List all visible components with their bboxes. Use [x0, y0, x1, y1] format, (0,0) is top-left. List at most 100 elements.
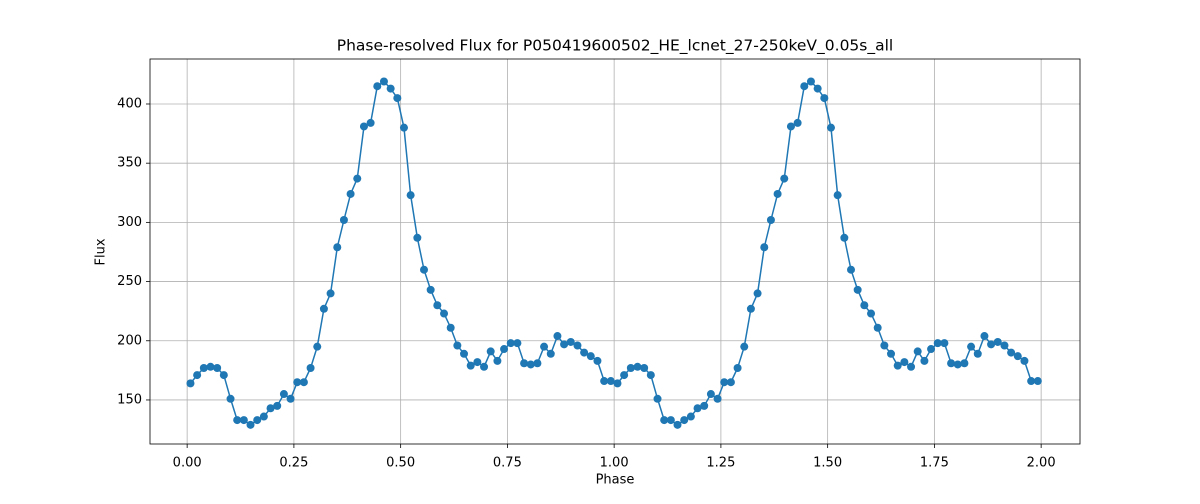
data-point: [993, 337, 1002, 346]
x-tick-label: 2.00: [1027, 456, 1056, 471]
data-point: [680, 416, 689, 425]
data-point: [219, 371, 228, 380]
data-point: [1000, 341, 1009, 350]
data-point: [593, 356, 602, 365]
data-point: [339, 216, 348, 225]
x-tick-label: 0.25: [279, 456, 308, 471]
data-point: [867, 309, 876, 318]
data-point: [773, 189, 782, 198]
data-point: [1033, 377, 1042, 386]
data-point: [293, 378, 302, 387]
data-point: [673, 420, 682, 429]
data-point: [433, 301, 442, 310]
data-point: [620, 371, 629, 380]
data-point: [973, 349, 982, 358]
data-point: [940, 339, 949, 348]
data-point: [233, 416, 242, 425]
y-tick-label: 200: [117, 333, 142, 348]
data-point: [393, 94, 402, 103]
data-point: [453, 341, 462, 350]
data-point: [893, 361, 902, 370]
data-point: [907, 362, 916, 371]
data-point: [987, 340, 996, 349]
data-point: [313, 342, 322, 351]
data-point: [793, 118, 802, 127]
data-point: [933, 339, 942, 348]
x-tick-label: 0.50: [386, 456, 415, 471]
y-axis-label: Flux: [94, 238, 109, 265]
data-point: [446, 323, 455, 332]
data-point: [526, 360, 535, 369]
data-point: [600, 377, 609, 386]
data-point: [413, 233, 422, 242]
data-point: [967, 342, 976, 351]
data-point: [460, 349, 469, 358]
data-point: [266, 404, 275, 413]
data-point: [506, 339, 515, 348]
chart-title: Phase-resolved Flux for P050419600502_HE…: [337, 37, 893, 56]
data-point: [840, 233, 849, 242]
data-point: [706, 390, 715, 399]
data-point: [566, 337, 575, 346]
data-point: [660, 416, 669, 425]
data-point: [333, 243, 342, 252]
data-point: [713, 394, 722, 403]
data-point: [246, 420, 255, 429]
data-point: [399, 123, 408, 132]
data-point: [306, 363, 315, 372]
x-tick-label: 1.50: [813, 456, 842, 471]
data-point: [880, 341, 889, 350]
data-point: [379, 77, 388, 86]
data-point: [386, 84, 395, 93]
x-tick-label: 0.00: [173, 456, 202, 471]
data-point: [513, 339, 522, 348]
data-point: [826, 123, 835, 132]
data-point: [640, 363, 649, 372]
data-point: [326, 289, 335, 298]
data-point: [666, 416, 675, 425]
data-point: [740, 342, 749, 351]
data-point: [259, 412, 268, 421]
data-point: [520, 359, 529, 368]
data-point: [686, 412, 695, 421]
data-point: [186, 379, 195, 388]
data-point: [1027, 377, 1036, 386]
data-point: [646, 371, 655, 380]
data-point: [786, 122, 795, 131]
data-point: [853, 285, 862, 294]
data-point: [273, 401, 282, 410]
data-point: [980, 332, 989, 341]
data-point: [540, 342, 549, 351]
data-point: [286, 394, 295, 403]
y-tick-label: 350: [117, 156, 142, 171]
data-point: [353, 174, 362, 183]
data-point: [720, 378, 729, 387]
data-point: [1007, 348, 1016, 357]
data-point: [586, 352, 595, 361]
data-point: [626, 363, 635, 372]
data-point: [606, 377, 615, 386]
data-point: [947, 359, 956, 368]
data-point: [927, 345, 936, 354]
data-point: [613, 379, 622, 388]
data-point: [253, 416, 262, 425]
data-point: [806, 77, 815, 86]
data-point: [486, 347, 495, 356]
x-tick-label: 0.75: [493, 456, 522, 471]
data-point: [693, 404, 702, 413]
data-point: [346, 189, 355, 198]
data-point: [860, 301, 869, 310]
data-point: [500, 345, 509, 354]
data-point: [440, 309, 449, 318]
data-point: [760, 243, 769, 252]
data-point: [1020, 356, 1029, 365]
data-point: [800, 82, 809, 91]
data-point: [473, 358, 482, 367]
data-point: [553, 332, 562, 341]
y-tick-label: 250: [117, 274, 142, 289]
data-point: [847, 265, 856, 274]
data-point: [239, 416, 248, 425]
data-point: [573, 341, 582, 350]
data-point: [226, 394, 235, 403]
data-point: [406, 191, 415, 200]
